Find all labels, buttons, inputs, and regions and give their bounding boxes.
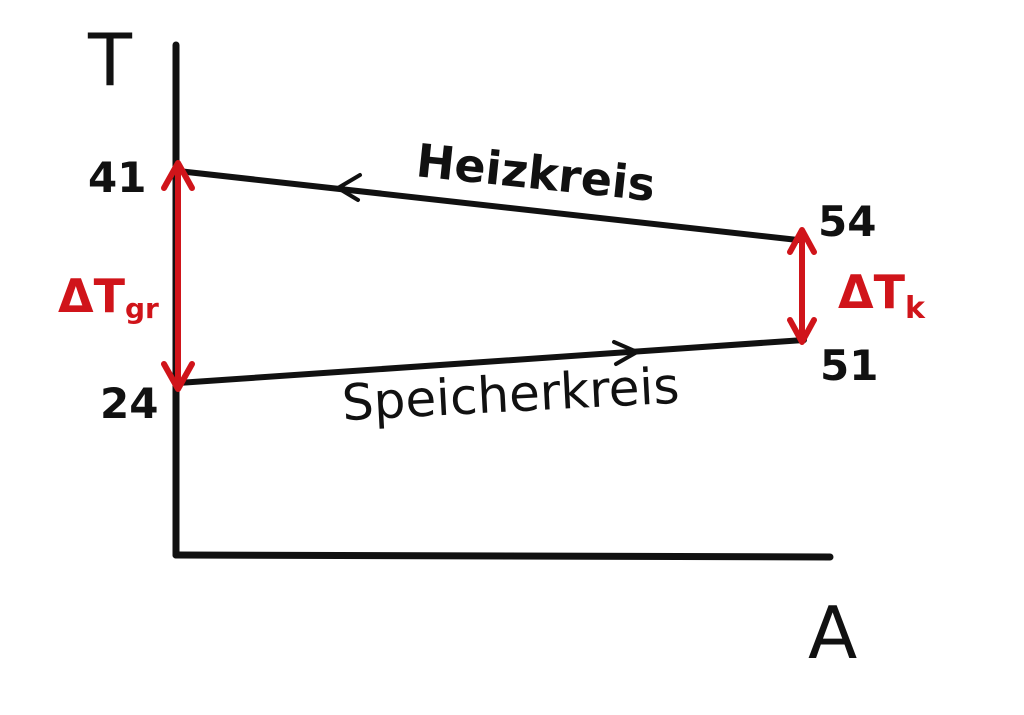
speicherkreis-start-temperature: 24 <box>100 379 158 428</box>
speicherkreis-direction-arrow <box>612 340 639 366</box>
delta-gr-arrowhead-top <box>161 160 195 191</box>
delta-gr-main: ΔT <box>58 269 126 323</box>
delta-gr-symbol: ΔTgr <box>58 269 159 325</box>
delta-k-symbol: ΔTk <box>838 265 926 326</box>
delta-gr-subscript: gr <box>125 292 159 325</box>
x-axis-label: A <box>808 591 857 675</box>
heizkreis-direction-arrow <box>336 173 362 202</box>
delta-gr-arrowhead-bottom <box>161 361 195 392</box>
delta-k-arrowhead-top <box>787 227 817 255</box>
heizkreis-start-temperature: 54 <box>818 197 876 246</box>
heizkreis-line <box>175 168 801 243</box>
y-axis-label: T <box>87 18 133 102</box>
heizkreis-end-temperature: 41 <box>88 153 146 202</box>
delta-k-main: ΔT <box>838 265 906 319</box>
delta-k-subscript: k <box>905 291 926 326</box>
x-axis <box>172 551 834 561</box>
delta-k-arrowhead-bottom <box>787 317 817 345</box>
speicherkreis-line <box>175 337 807 386</box>
speicherkreis-end-temperature: 51 <box>820 341 878 390</box>
